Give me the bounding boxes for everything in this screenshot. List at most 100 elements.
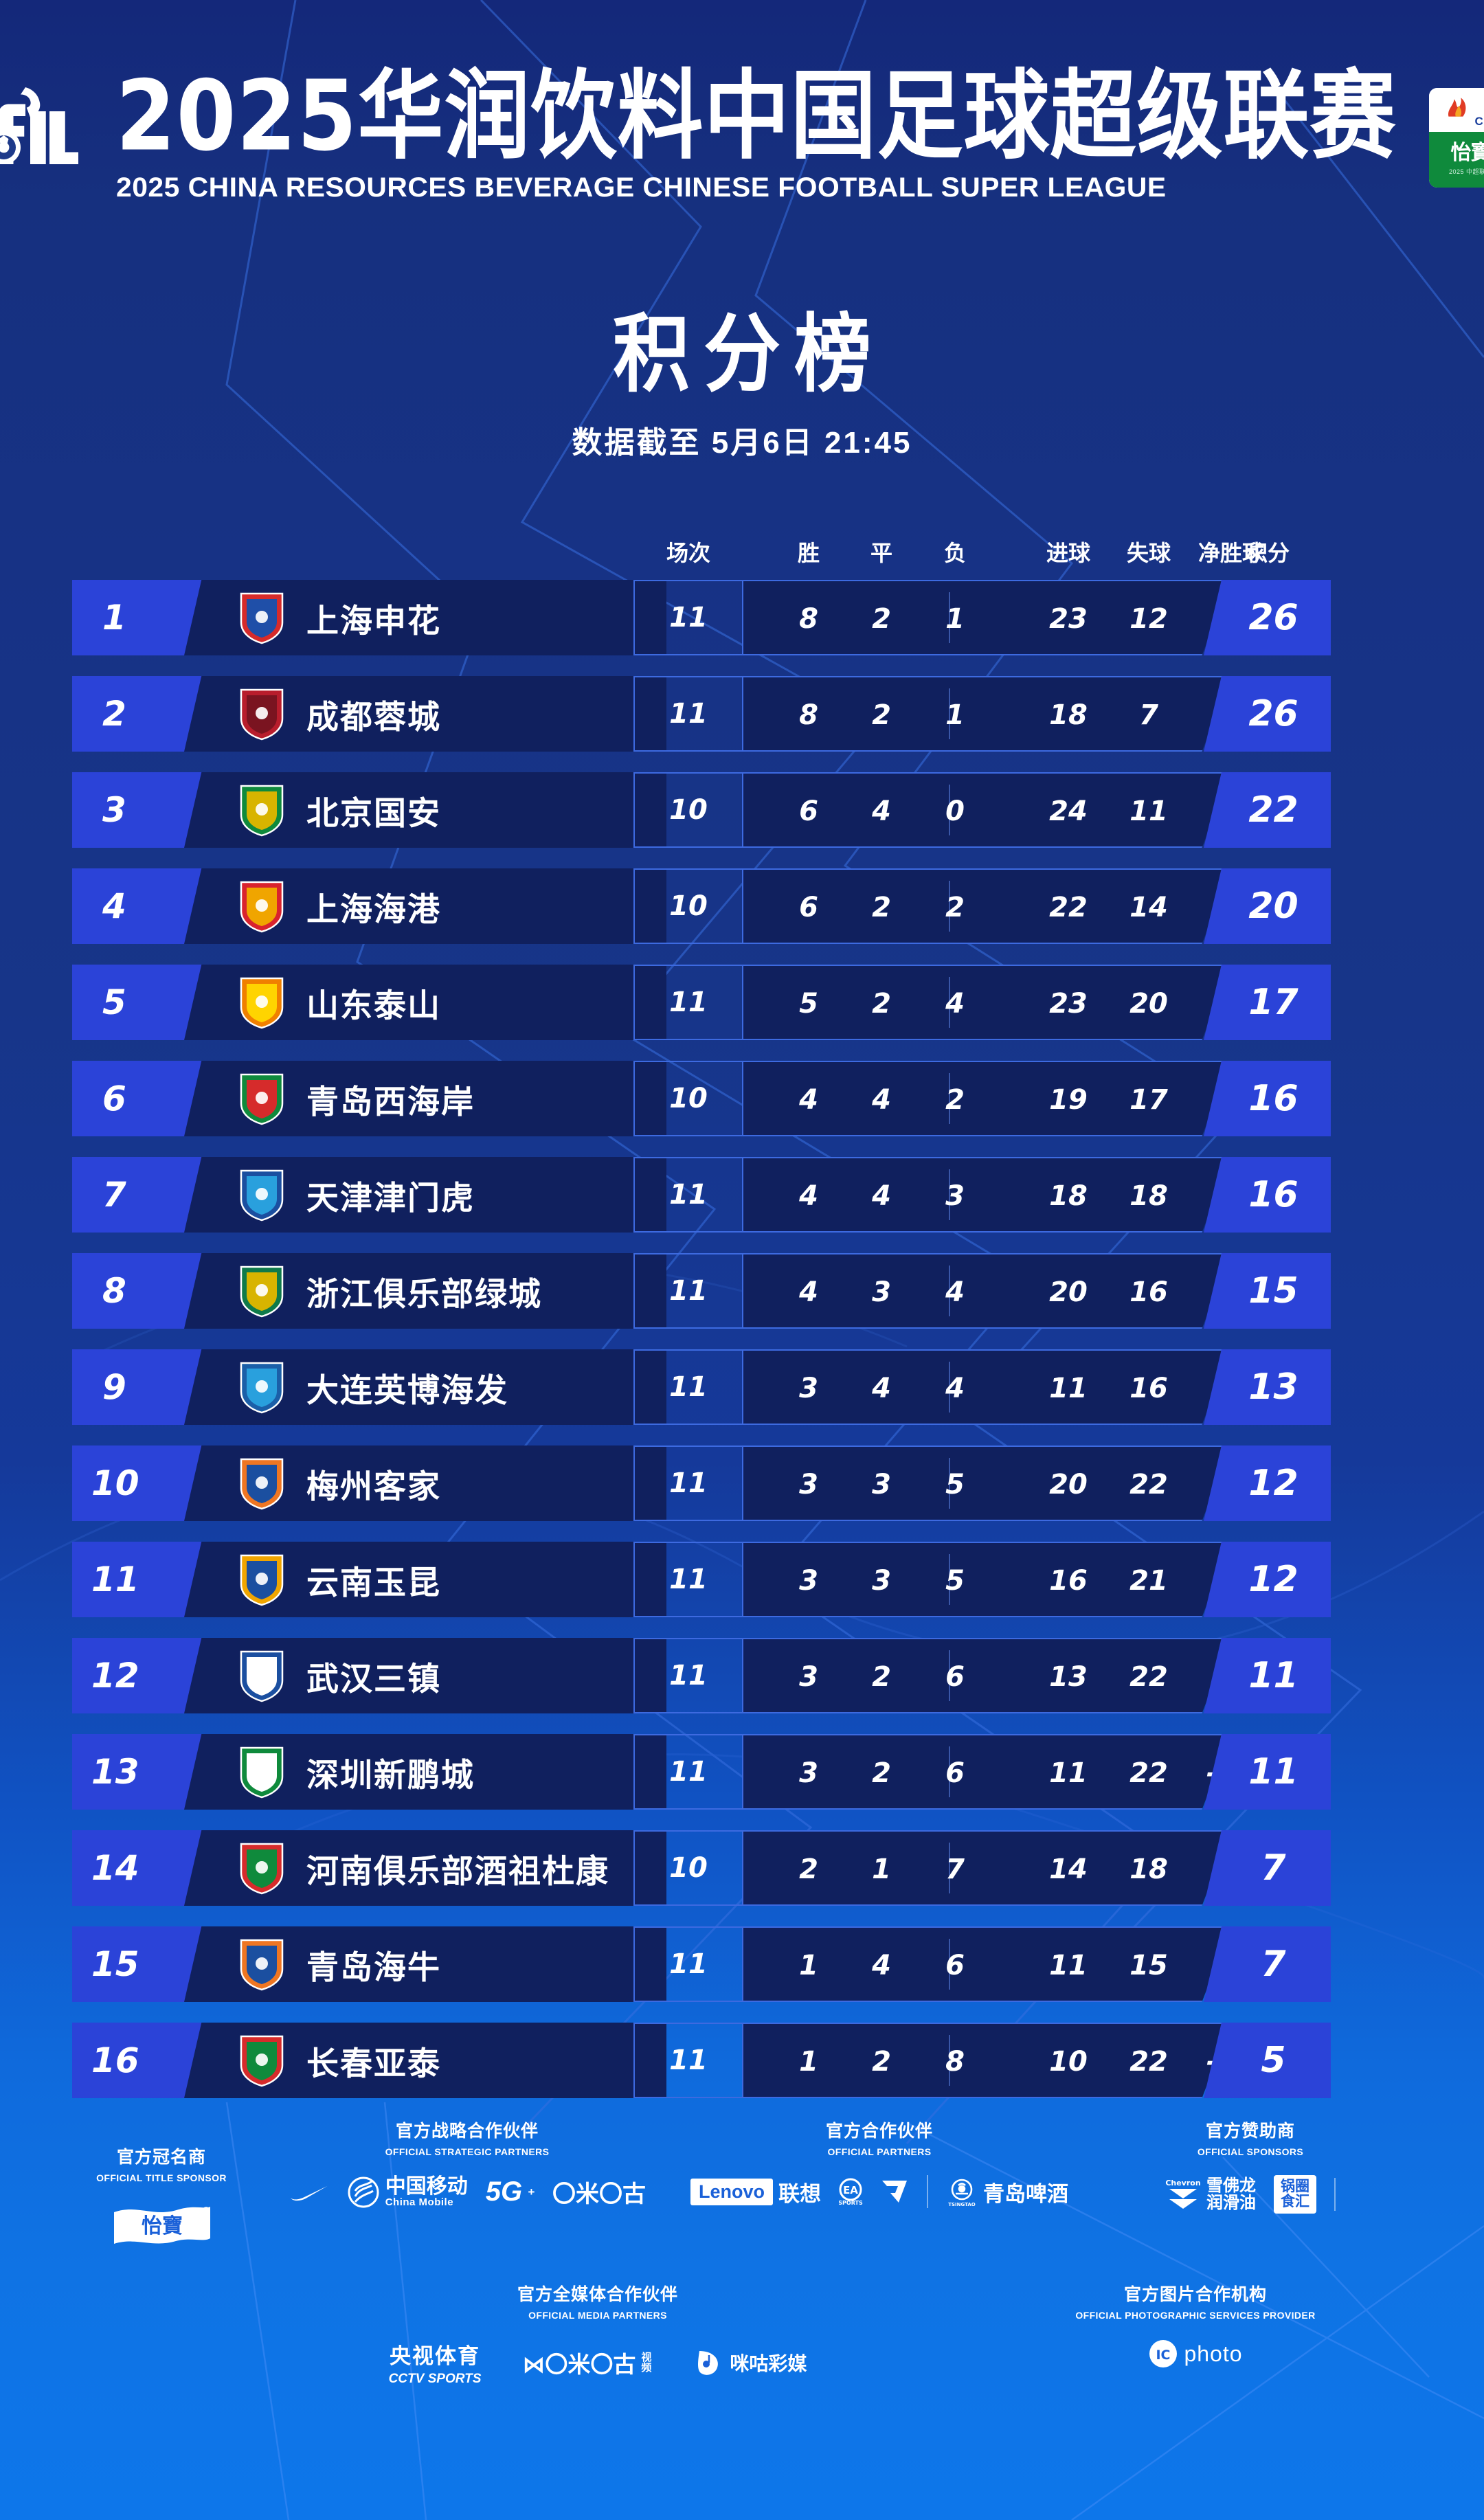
- table-row[interactable]: 7 天津津门虎 11 4 4 3 18 18 0 16: [0, 1157, 1484, 1233]
- draw-value: 2: [872, 892, 891, 923]
- table-row[interactable]: 14 河南俱乐部酒祖杜康 10 2 1 7 14 18 -4 7: [0, 1830, 1484, 1906]
- stats-divider: [949, 592, 950, 643]
- sponsor-label-photo-cn: 官方图片合作机构: [1123, 2285, 1267, 2304]
- win-value: 4: [799, 1084, 818, 1116]
- table-row[interactable]: 11 云南玉昆 11 3 3 5 16 21 -5 12: [0, 1542, 1484, 1617]
- win-value: 6: [799, 892, 818, 923]
- goals-for-value: 18: [1049, 699, 1088, 731]
- rank-number: 3: [102, 790, 126, 830]
- played-cell: 11: [633, 580, 743, 655]
- team-crest-icon: [240, 881, 284, 933]
- played-value: 11: [669, 987, 708, 1018]
- table-row[interactable]: 5 山东泰山 11 5 2 4 23 20 3 17: [0, 965, 1484, 1040]
- logo-migu-video: ⋈〇米〇古 视频: [522, 2352, 652, 2377]
- stats-divider: [949, 1362, 950, 1413]
- team-cell[interactable]: 北京国安: [184, 772, 666, 848]
- rank-badge: 9: [72, 1349, 206, 1425]
- table-row[interactable]: 4 上海海港 10 6 2 2 22 14 8 20: [0, 868, 1484, 944]
- team-cell[interactable]: 浙江俱乐部绿城: [184, 1253, 666, 1329]
- svg-text:怡寶: 怡寶: [142, 2214, 183, 2238]
- draw-value: 2: [872, 988, 891, 1020]
- played-value: 11: [669, 1756, 708, 1788]
- team-cell[interactable]: 深圳新鹏城: [184, 1734, 666, 1810]
- team-cell[interactable]: 云南玉昆: [184, 1542, 666, 1617]
- loss-value: 6: [945, 1661, 965, 1693]
- table-row[interactable]: 16 长春亚泰 11 1 2 8 10 22 -12 5: [0, 2023, 1484, 2098]
- table-row[interactable]: 8 浙江俱乐部绿城 11 4 3 4 20 16 4 15: [0, 1253, 1484, 1329]
- team-cell[interactable]: 上海海港: [184, 868, 666, 944]
- logo-cctv-sports: 央视体育 CCTV SPORTS: [388, 2344, 482, 2386]
- played-value: 10: [669, 1852, 708, 1884]
- goals-for-value: 10: [1049, 2046, 1088, 2078]
- goals-against-value: 7: [1139, 699, 1158, 731]
- sponsor-group-partners: 官方合作伙伴 OFFICIAL PARTNERS Lenovo 联想 EA SP…: [687, 2117, 1072, 2208]
- points-value: 26: [1248, 597, 1298, 638]
- points-value: 5: [1261, 2040, 1286, 2081]
- team-cell[interactable]: 山东泰山: [184, 965, 666, 1040]
- loss-value: 3: [945, 1180, 965, 1212]
- goals-against-value: 11: [1129, 796, 1168, 827]
- rank-badge: 7: [72, 1157, 206, 1233]
- table-row[interactable]: 13 深圳新鹏城 11 3 2 6 11 22 -11 11: [0, 1734, 1484, 1810]
- rank-number: 8: [102, 1271, 126, 1311]
- team-cell[interactable]: 梅州客家: [184, 1445, 666, 1521]
- table-row[interactable]: 15 青岛海牛 11 1 4 6 11 15 -4 7: [0, 1926, 1484, 2002]
- goals-for-value: 23: [1049, 988, 1088, 1020]
- win-value: 6: [799, 796, 818, 827]
- win-value: 1: [799, 2046, 818, 2078]
- rank-number: 2: [102, 694, 126, 734]
- points-value: 13: [1248, 1366, 1298, 1408]
- team-cell[interactable]: 武汉三镇: [184, 1638, 666, 1713]
- team-cell[interactable]: 青岛海牛: [184, 1926, 666, 2002]
- played-cell: 10: [633, 1830, 743, 1906]
- team-cell[interactable]: 天津津门虎: [184, 1157, 666, 1233]
- played-cell: 11: [633, 965, 743, 1040]
- team-cell[interactable]: 青岛西海岸: [184, 1061, 666, 1136]
- team-name: 梅州客家: [306, 1467, 441, 1506]
- loss-value: 2: [945, 892, 965, 923]
- sponsor-group-title: 官方冠名商 OFFICIAL TITLE SPONSOR 怡寶: [62, 2144, 261, 2251]
- table-row[interactable]: 12 武汉三镇 11 3 2 6 13 22 -9 11: [0, 1638, 1484, 1713]
- sponsor-label-strategic-en: OFFICIAL STRATEGIC PARTNERS: [385, 2146, 550, 2157]
- points-badge: 7: [1204, 1830, 1331, 1906]
- team-cell[interactable]: 河南俱乐部酒祖杜康: [184, 1830, 666, 1906]
- points-badge: 13: [1204, 1349, 1331, 1425]
- team-cell[interactable]: 大连英博海发: [184, 1349, 666, 1425]
- rank-number: 11: [91, 1560, 139, 1599]
- table-row[interactable]: 10 梅州客家 11 3 3 5 20 22 -2 12: [0, 1445, 1484, 1521]
- team-cell[interactable]: 成都蓉城: [184, 676, 666, 752]
- sponsor-group-photo: 官方图片合作机构 OFFICIAL PHOTOGRAPHIC SERVICES …: [1003, 2281, 1388, 2369]
- table-row[interactable]: 2 成都蓉城 11 8 2 1 18 7 11 26: [0, 676, 1484, 752]
- played-cell: 11: [633, 1253, 743, 1329]
- goals-for-value: 20: [1049, 1469, 1088, 1500]
- table-row[interactable]: 3 北京国安 10 6 4 0 24 11 13 22: [0, 772, 1484, 848]
- rank-badge: 15: [72, 1926, 206, 2002]
- sponsor-group-strategic: 官方战略合作伙伴 OFFICIAL STRATEGIC PARTNERS 中国移…: [289, 2117, 646, 2209]
- draw-value: 2: [872, 1661, 891, 1693]
- draw-value: 2: [872, 699, 891, 731]
- points-value: 7: [1261, 1944, 1286, 1985]
- team-crest-icon: [240, 688, 284, 741]
- goals-against-value: 22: [1129, 1661, 1168, 1693]
- win-value: 3: [799, 1565, 818, 1597]
- stats-cells: 6 4 0 24 11 13: [743, 772, 1231, 848]
- stats-divider: [949, 2035, 950, 2086]
- table-row[interactable]: 1 上海申花 11 8 2 1 23 12 11 26: [0, 580, 1484, 655]
- table-row[interactable]: 6 青岛西海岸 10 4 4 2 19 17 2 16: [0, 1061, 1484, 1136]
- team-crest-icon: [240, 1265, 284, 1318]
- played-cell: 11: [633, 1734, 743, 1810]
- team-crest-icon: [240, 1939, 284, 1991]
- team-cell[interactable]: 长春亚泰: [184, 2023, 666, 2098]
- league-title-en: 2025 CHINA RESOURCES BEVERAGE CHINESE FO…: [115, 172, 1167, 203]
- played-cell: 11: [633, 1638, 743, 1713]
- team-name: 大连英博海发: [306, 1371, 508, 1410]
- yibao-csl-badge: CSL 怡寶 2025 中超联赛: [1429, 87, 1484, 188]
- team-cell[interactable]: 上海申花: [184, 580, 666, 655]
- goals-for-value: 14: [1049, 1854, 1088, 1885]
- table-row[interactable]: 9 大连英博海发 11 3 4 4 11 16 -5 13: [0, 1349, 1484, 1425]
- played-cell: 11: [633, 1542, 743, 1617]
- stats-cells: 4 3 4 20 16 4: [743, 1253, 1231, 1329]
- played-value: 11: [669, 1371, 708, 1403]
- played-value: 10: [669, 1083, 708, 1114]
- sponsor-group-sponsors: 官方赞助商 OFFICIAL SPONSORS Chevron 雪佛龙 润滑油 锅…: [1099, 2117, 1402, 2214]
